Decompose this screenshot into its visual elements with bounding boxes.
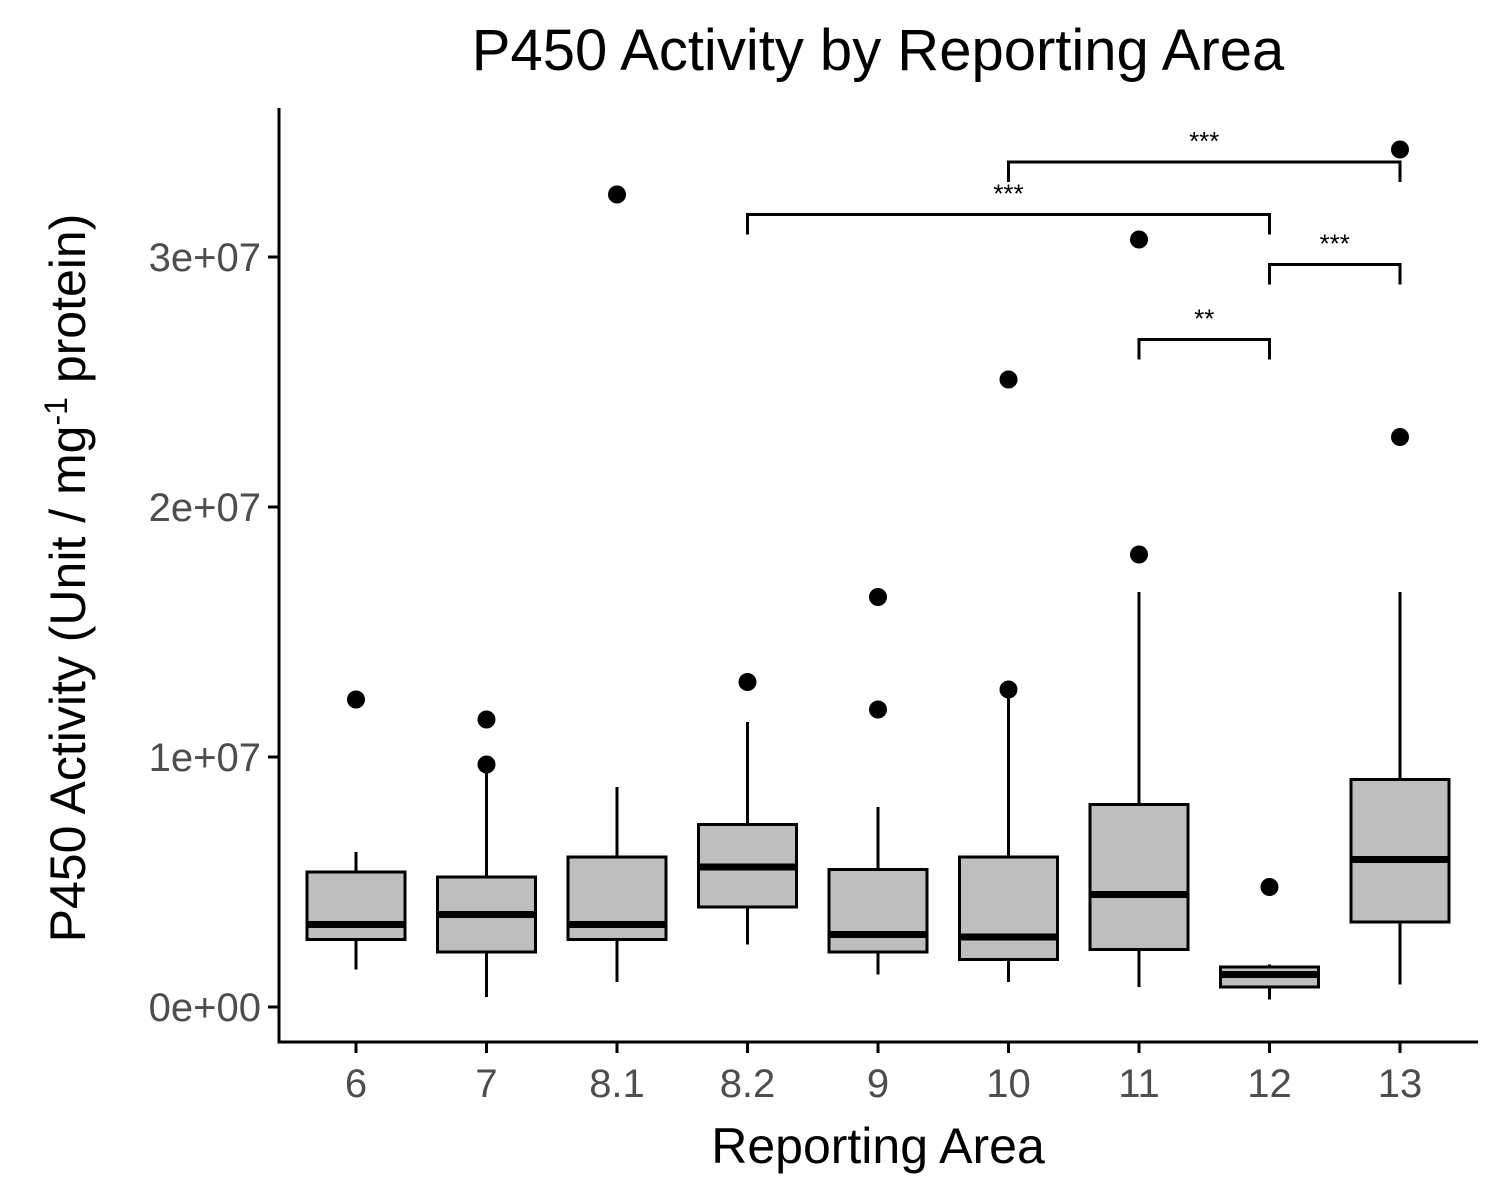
bracket-line — [1007, 160, 1402, 182]
outlier-point — [1391, 428, 1409, 446]
box-group-13 — [1349, 140, 1451, 985]
significance-bracket: *** — [1268, 229, 1402, 285]
outlier-point — [1260, 878, 1279, 896]
box-group-12 — [1219, 878, 1320, 1000]
x-tick-label: 11 — [1118, 1062, 1160, 1106]
y-axis-title-superscript: -1 — [38, 397, 74, 425]
outlier-point — [477, 710, 496, 729]
x-tick-label: 12 — [1247, 1062, 1292, 1106]
box-group-8.1 — [566, 185, 668, 982]
outlier-point — [1130, 545, 1148, 564]
y-tick-label: 0e+00 — [149, 986, 261, 1030]
box — [958, 855, 1059, 961]
significance-label: *** — [1320, 229, 1350, 259]
outlier-point — [477, 755, 496, 774]
box-group-11 — [1088, 230, 1190, 987]
y-tick-label: 3e+07 — [149, 236, 261, 280]
bracket-line — [1137, 338, 1271, 360]
x-tick-label: 7 — [475, 1062, 497, 1106]
y-tick-label: 2e+07 — [149, 486, 261, 530]
box-group-6 — [305, 690, 407, 970]
x-tick-label: 8.1 — [589, 1062, 645, 1106]
significance-bracket: ** — [1137, 304, 1271, 360]
x-tick-label: 8.2 — [720, 1062, 776, 1106]
significance-label: *** — [993, 179, 1023, 209]
x-tick-label: 10 — [986, 1062, 1031, 1106]
y-tick-label: 1e+07 — [149, 736, 261, 780]
outlier-point — [608, 185, 626, 204]
x-tick-label: 9 — [867, 1062, 889, 1106]
x-tick-label: 6 — [345, 1062, 367, 1106]
significance-bracket: *** — [1007, 126, 1402, 182]
box — [1349, 778, 1451, 924]
significance-bracket: *** — [746, 179, 1271, 235]
outlier-point — [999, 680, 1018, 699]
box-group-7 — [436, 710, 537, 997]
bracket-line — [746, 213, 1271, 235]
chart-title: P450 Activity by Reporting Area — [472, 18, 1285, 83]
outlier-point — [999, 370, 1018, 389]
outlier-point — [738, 673, 757, 691]
y-axis-title: P450 Activity (Unit / mg-1 protein) — [38, 214, 96, 943]
svg-text:P450 Activity (Unit / mg-1 pro: P450 Activity (Unit / mg-1 protein) — [38, 214, 96, 943]
box-group-8.2 — [697, 673, 798, 945]
box — [305, 870, 407, 941]
box — [1088, 803, 1190, 951]
y-axis-title-main: P450 Activity (Unit / mg — [40, 426, 96, 943]
significance-label: *** — [1189, 126, 1219, 156]
outlier-point — [1130, 230, 1148, 249]
bracket-line — [1268, 263, 1402, 285]
y-axis-title-suffix: protein) — [40, 214, 96, 397]
significance-label: ** — [1194, 304, 1214, 334]
box-group-10 — [958, 370, 1059, 982]
x-axis-title: Reporting Area — [711, 1118, 1045, 1174]
outlier-point — [869, 700, 887, 719]
box-group-9 — [827, 588, 929, 975]
outlier-point — [869, 588, 887, 606]
outlier-point — [347, 690, 365, 709]
outlier-point — [1391, 140, 1409, 159]
box — [827, 868, 929, 954]
x-tick-label: 13 — [1378, 1062, 1423, 1106]
